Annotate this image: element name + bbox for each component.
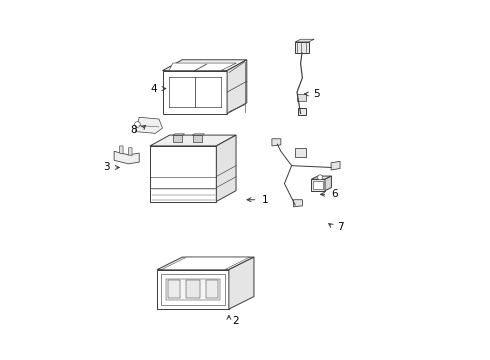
Text: 6: 6 — [331, 189, 338, 199]
Polygon shape — [150, 135, 236, 146]
Text: 2: 2 — [233, 316, 239, 325]
Polygon shape — [163, 60, 247, 71]
Polygon shape — [173, 135, 182, 141]
Text: 4: 4 — [150, 84, 157, 94]
Polygon shape — [229, 257, 254, 309]
Text: 3: 3 — [103, 162, 110, 172]
Polygon shape — [150, 146, 216, 202]
Polygon shape — [311, 179, 325, 191]
Text: 1: 1 — [261, 195, 268, 205]
Polygon shape — [297, 94, 306, 101]
Polygon shape — [161, 274, 224, 305]
Polygon shape — [294, 200, 302, 207]
Polygon shape — [272, 139, 281, 146]
Polygon shape — [298, 108, 306, 116]
Polygon shape — [325, 176, 331, 191]
Polygon shape — [186, 280, 200, 298]
Polygon shape — [128, 148, 132, 156]
Polygon shape — [166, 279, 220, 300]
Polygon shape — [161, 257, 250, 270]
Polygon shape — [193, 135, 202, 141]
Polygon shape — [192, 134, 204, 135]
Polygon shape — [168, 280, 180, 298]
Polygon shape — [295, 39, 314, 42]
Polygon shape — [295, 42, 309, 53]
Polygon shape — [114, 151, 139, 164]
Polygon shape — [295, 148, 306, 157]
Polygon shape — [313, 181, 323, 189]
Polygon shape — [163, 71, 227, 114]
Polygon shape — [311, 176, 331, 179]
Polygon shape — [157, 270, 229, 309]
Polygon shape — [227, 60, 247, 114]
Polygon shape — [216, 135, 236, 202]
Text: 7: 7 — [337, 222, 343, 231]
Polygon shape — [169, 63, 236, 71]
Polygon shape — [205, 280, 218, 298]
Polygon shape — [331, 161, 340, 170]
Circle shape — [135, 122, 140, 127]
Polygon shape — [136, 117, 163, 134]
Polygon shape — [172, 134, 185, 135]
Polygon shape — [120, 146, 123, 154]
Polygon shape — [157, 257, 254, 270]
Circle shape — [318, 175, 322, 180]
Text: 8: 8 — [130, 125, 137, 135]
Text: 5: 5 — [314, 89, 320, 99]
